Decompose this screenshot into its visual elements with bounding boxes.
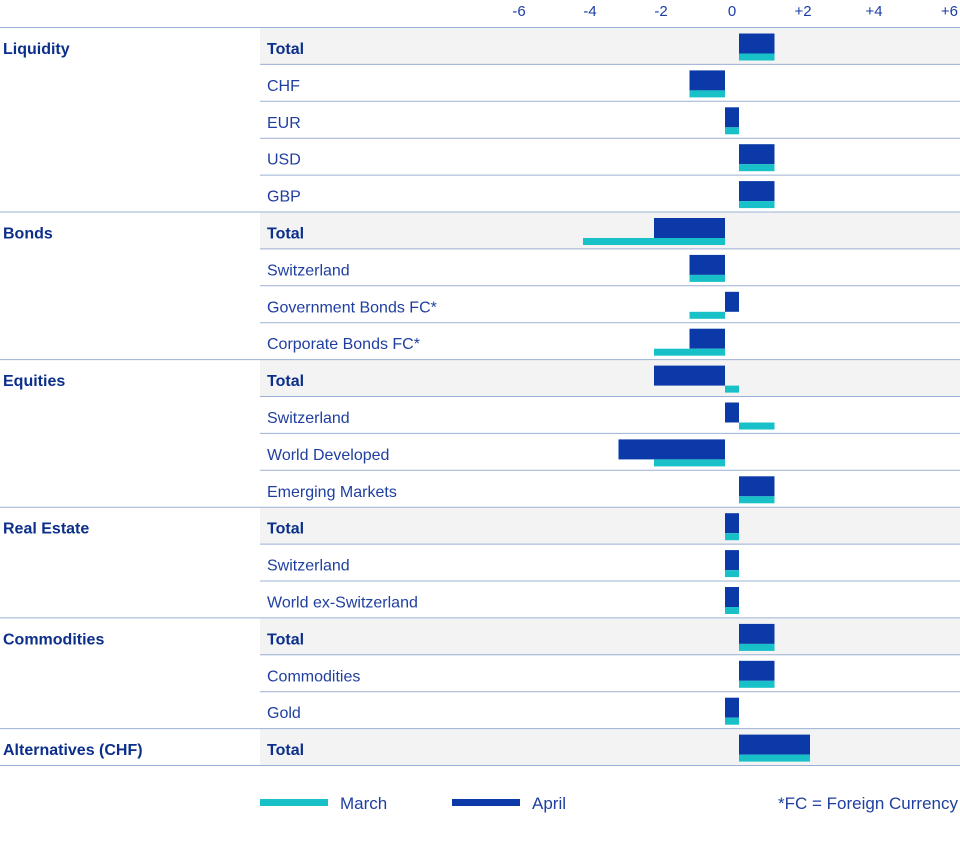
row-labels: Liquidity Total CHF EUR USD GBP Bonds Total Swit… <box>3 41 437 759</box>
bars <box>583 33 810 762</box>
row-label-liquidity-usd: USD <box>267 152 301 169</box>
group-label-alternatives-chf: Alternatives (CHF) <box>3 742 143 759</box>
bar-march-liquidity-total <box>739 53 775 61</box>
bar-april-equities-world-developed <box>618 439 725 460</box>
bar-april-real-estate-world-ex-switzerland <box>725 587 739 607</box>
bar-april-bonds-corporate-bonds-fc <box>689 328 725 349</box>
group-label-liquidity: Liquidity <box>3 41 70 58</box>
bar-march-commodities-commodities <box>739 680 775 688</box>
row-label-commodities-commodities: Commodities <box>267 668 360 685</box>
group-label-real-estate: Real Estate <box>3 521 89 538</box>
bar-april-equities-total <box>654 365 725 386</box>
bar-march-equities-switzerland <box>739 422 775 430</box>
row-label-equities-total: Total <box>267 373 304 390</box>
bar-april-liquidity-gbp <box>739 181 775 202</box>
bar-april-equities-switzerland <box>725 402 739 423</box>
row-highlight <box>260 507 960 545</box>
bar-april-commodities-commodities <box>739 660 775 681</box>
row-highlight <box>260 729 960 766</box>
row-highlight <box>260 28 960 65</box>
row-label-equities-switzerland: Switzerland <box>267 410 350 427</box>
row-label-bonds-corporate-bonds-fc: Corporate Bonds FC* <box>267 336 420 353</box>
group-label-bonds: Bonds <box>3 226 53 243</box>
legend-swatch-april <box>452 799 520 806</box>
legend: March April <box>260 794 566 813</box>
row-label-real-estate-switzerland: Switzerland <box>267 558 350 575</box>
legend-swatch-march <box>260 799 328 806</box>
bar-april-liquidity-chf <box>689 70 725 91</box>
bar-april-real-estate-switzerland <box>725 550 739 571</box>
row-label-bonds-government-bonds-fc: Government Bonds FC* <box>267 299 437 316</box>
bar-march-equities-total <box>725 385 739 393</box>
row-label-commodities-gold: Gold <box>267 705 301 722</box>
bar-march-equities-emerging-markets <box>739 496 775 504</box>
bar-april-equities-emerging-markets <box>739 476 775 497</box>
bar-march-real-estate-world-ex-switzerland <box>725 607 739 614</box>
group-label-equities: Equities <box>3 373 65 390</box>
row-backgrounds <box>260 28 960 766</box>
row-label-real-estate-world-ex-switzerland: World ex-Switzerland <box>267 595 418 612</box>
bar-april-liquidity-total <box>739 33 775 54</box>
bar-march-liquidity-gbp <box>739 201 775 209</box>
bar-march-equities-world-developed <box>654 459 725 467</box>
row-label-liquidity-total: Total <box>267 41 304 58</box>
row-dividers <box>0 27 960 766</box>
bar-march-commodities-total <box>739 643 775 651</box>
bar-march-bonds-switzerland <box>689 274 725 282</box>
bar-march-alternatives-chf-total <box>739 754 810 762</box>
row-highlight <box>260 618 960 656</box>
x-tick-label: -4 <box>583 3 596 20</box>
x-tick-label: +2 <box>794 3 811 20</box>
bar-march-liquidity-chf <box>689 90 725 98</box>
bar-march-commodities-gold <box>725 717 739 725</box>
legend-label-april: April <box>532 794 566 813</box>
bar-april-commodities-total <box>739 623 775 644</box>
row-label-equities-world-developed: World Developed <box>267 447 389 464</box>
row-label-liquidity-gbp: GBP <box>267 189 301 206</box>
row-highlight <box>260 360 960 397</box>
row-label-bonds-total: Total <box>267 226 304 243</box>
x-tick-label: -2 <box>654 3 667 20</box>
row-label-liquidity-eur: EUR <box>267 115 301 132</box>
bar-april-bonds-switzerland <box>689 254 725 275</box>
row-label-equities-emerging-markets: Emerging Markets <box>267 484 397 501</box>
bar-april-commodities-gold <box>725 697 739 718</box>
x-tick-label: +6 <box>941 3 958 20</box>
bar-march-liquidity-usd <box>739 164 775 172</box>
bar-april-alternatives-chf-total <box>739 734 810 755</box>
bar-april-liquidity-eur <box>725 107 739 128</box>
bar-april-bonds-total <box>654 218 725 238</box>
row-label-commodities-total: Total <box>267 631 304 648</box>
bar-march-real-estate-switzerland <box>725 570 739 578</box>
legend-label-march: March <box>340 794 387 813</box>
footnote: *FC = Foreign Currency <box>778 794 958 813</box>
bar-march-bonds-government-bonds-fc <box>689 311 725 319</box>
x-axis-ticks: -6 -4 -2 0 +2 +4 +6 <box>512 3 958 20</box>
row-label-real-estate-total: Total <box>267 521 304 538</box>
bar-april-liquidity-usd <box>739 144 775 165</box>
row-label-liquidity-chf: CHF <box>267 78 300 95</box>
bar-march-bonds-total <box>583 238 725 245</box>
bar-march-bonds-corporate-bonds-fc <box>654 348 725 356</box>
group-label-commodities: Commodities <box>3 631 104 648</box>
x-tick-label: 0 <box>728 3 736 20</box>
row-label-bonds-switzerland: Switzerland <box>267 262 350 279</box>
x-tick-label: -6 <box>512 3 525 20</box>
x-tick-label: +4 <box>865 3 882 20</box>
row-label-alternatives-chf-total: Total <box>267 742 304 759</box>
bar-april-real-estate-total <box>725 513 739 534</box>
bar-march-liquidity-eur <box>725 127 739 135</box>
bar-april-bonds-government-bonds-fc <box>725 291 739 312</box>
bar-march-real-estate-total <box>725 533 739 541</box>
